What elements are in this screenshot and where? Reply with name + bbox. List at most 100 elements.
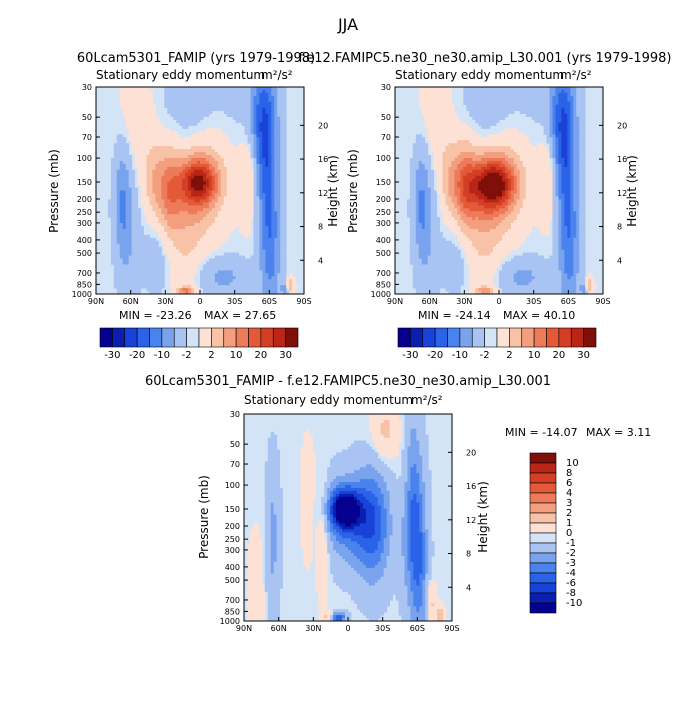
contour-cell: [280, 208, 284, 212]
contour-cell: [469, 157, 473, 162]
contour-cell: [235, 149, 240, 153]
contour-cell: [185, 146, 189, 150]
contour-cell: [424, 87, 429, 91]
contour-cell: [421, 246, 426, 251]
contour-cell: [223, 89, 228, 94]
contour-cell: [283, 152, 287, 156]
contour-cell: [253, 184, 257, 188]
contour-cell: [217, 178, 222, 183]
contour-cell: [256, 140, 260, 144]
contour-cell: [200, 181, 204, 185]
contour-cell: [415, 208, 420, 212]
contour-cell: [427, 172, 432, 177]
contour-cell: [259, 225, 263, 230]
contour-cell: [143, 175, 147, 180]
contour-cell: [214, 208, 219, 212]
contour-cell: [232, 92, 237, 97]
contour-cell: [208, 246, 213, 251]
contour-cell: [457, 169, 461, 174]
contour-cell: [155, 187, 159, 191]
contour-cell: [179, 89, 183, 94]
contour-cell: [259, 270, 263, 274]
contour-cell: [430, 217, 435, 221]
contour-cell: [179, 104, 183, 109]
contour-cell: [418, 220, 423, 224]
contour-cell: [253, 273, 257, 277]
contour-cell: [448, 279, 452, 283]
contour-cell: [113, 243, 118, 248]
contour-cell: [421, 184, 426, 188]
contour-cell: [134, 137, 138, 141]
contour-cell: [268, 240, 272, 245]
contour-cell: [436, 128, 440, 132]
contour-cell: [460, 205, 464, 209]
contour-cell: [116, 273, 121, 277]
contour-cell: [176, 208, 180, 212]
contour-cell: [214, 155, 219, 159]
contour-cell: [256, 249, 260, 253]
contour-cell: [466, 234, 470, 239]
contour-cell: [185, 234, 189, 239]
contour-cell: [283, 110, 287, 115]
contour-cell: [214, 246, 219, 251]
contour-cell: [152, 110, 156, 115]
contour-cell: [208, 166, 213, 171]
contour-cell: [205, 288, 210, 292]
contour-cell: [223, 175, 228, 180]
contour-cell: [217, 220, 222, 224]
contour-cell: [202, 276, 207, 280]
contour-cell: [418, 243, 423, 248]
contour-cell: [202, 196, 207, 200]
contour-cell: [137, 249, 141, 253]
contour-cell: [179, 214, 183, 218]
contour-cell: [280, 116, 284, 120]
contour-cell: [259, 87, 263, 91]
contour-cell: [448, 166, 452, 171]
contour-cell: [454, 193, 458, 197]
contour-cell: [158, 228, 162, 233]
contour-cell: [197, 134, 201, 138]
contour-cell: [436, 163, 440, 168]
contour-cell: [128, 199, 133, 203]
contour-cell: [274, 149, 278, 153]
contour-cell: [421, 89, 426, 94]
contour-cell: [113, 270, 118, 274]
contour-cell: [262, 143, 266, 147]
contour-cell: [280, 131, 284, 135]
contour-cell: [469, 220, 473, 224]
contour-cell: [131, 291, 136, 295]
contour-cell: [170, 276, 174, 280]
contour-cell: [137, 273, 141, 277]
contour-cell: [197, 107, 201, 112]
contour-cell: [194, 240, 198, 245]
contour-cell: [271, 261, 275, 265]
contour-cell: [122, 87, 127, 91]
contour-cell: [214, 237, 219, 242]
contour-cell: [247, 119, 251, 123]
contour-cell: [146, 122, 150, 126]
contour-cell: [280, 261, 284, 265]
contour-cell: [143, 89, 147, 94]
contour-cell: [197, 193, 201, 197]
contour-cell: [238, 160, 242, 165]
contour-cell: [214, 193, 219, 197]
contour-cell: [280, 270, 284, 274]
contour-cell: [116, 190, 121, 194]
contour-cell: [182, 101, 186, 106]
contour-cell: [424, 181, 429, 185]
contour-cell: [247, 225, 251, 230]
contour-cell: [433, 143, 437, 147]
y-tick-label: 30: [82, 83, 92, 92]
contour-cell: [140, 285, 144, 289]
contour-cell: [217, 131, 222, 135]
contour-cell: [149, 193, 153, 197]
contour-cell: [463, 160, 467, 165]
contour-cell: [445, 95, 449, 100]
contour-cell: [134, 291, 138, 295]
contour-cell: [217, 258, 222, 262]
contour-cell: [232, 155, 237, 159]
contour-cell: [250, 107, 254, 112]
y-tick-label: 700: [77, 269, 92, 278]
contour-cell: [427, 169, 432, 174]
contour-cell: [415, 261, 420, 265]
